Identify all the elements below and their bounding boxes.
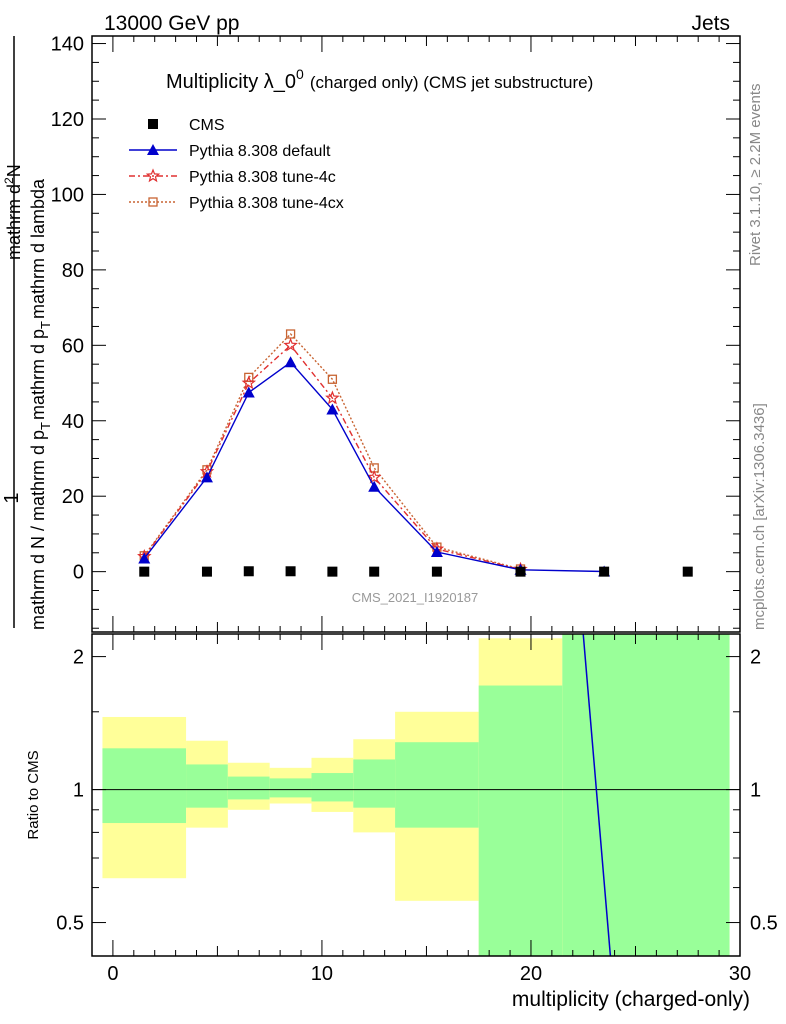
axes-layer: 0 20 40 60 80 100 120 140 0 10 20 30 0.5 0.5 1 1 2 2 bbox=[51, 34, 778, 985]
chart-title: Multiplicity λ_00 (charged only) (CMS jet… bbox=[166, 66, 593, 93]
green-band-4 bbox=[311, 773, 354, 802]
series-1-point-0 bbox=[138, 552, 151, 564]
rivet-label: Rivet 3.1.10, ≥ 2.2M events bbox=[747, 84, 764, 267]
green-band-0 bbox=[102, 748, 187, 824]
series-2-point-4 bbox=[325, 390, 340, 405]
ratio-ylabel: Ratio to CMS bbox=[25, 750, 42, 839]
xtick-label-0: 0 bbox=[107, 963, 118, 985]
ytick-label-0: 0 bbox=[73, 562, 84, 584]
green-band-6 bbox=[395, 742, 479, 828]
header-right: Jets bbox=[691, 12, 730, 35]
series-1-point-1 bbox=[200, 471, 213, 483]
ytick-label-6: 120 bbox=[51, 109, 84, 131]
ratio-panel-frame bbox=[91, 633, 741, 957]
x-axis-label: multiplicity (charged-only) bbox=[512, 988, 750, 1011]
top-panel-frame bbox=[91, 35, 741, 633]
series-3-point-2 bbox=[244, 372, 254, 383]
analysis-watermark: CMS_2021_I1920187 bbox=[352, 590, 479, 605]
series-3-point-4 bbox=[327, 374, 338, 384]
ratio-ytick-label-right-1: 1 bbox=[750, 780, 761, 802]
series-0-point-2 bbox=[243, 566, 254, 577]
series-1-point-3 bbox=[284, 356, 297, 368]
xtick-label-3: 30 bbox=[729, 963, 751, 985]
ytick-label-3: 60 bbox=[62, 335, 84, 357]
legend-label-2: Pythia 8.308 tune-4c bbox=[189, 169, 336, 186]
series-layer bbox=[137, 329, 693, 577]
series-2-point-2 bbox=[241, 375, 257, 390]
ylabel-top-part: mathrm d2N bbox=[2, 164, 24, 260]
ytick-label-5: 100 bbox=[51, 184, 84, 206]
ylabel-denominator: mathrm d N / mathrm d pTmathrm d pTmathr… bbox=[28, 178, 53, 630]
title-main: Multiplicity λ_0 bbox=[166, 71, 296, 93]
series-1-point-2 bbox=[242, 386, 255, 398]
legend-marker-1 bbox=[147, 144, 159, 155]
legend-label-1: Pythia 8.308 default bbox=[189, 143, 331, 160]
legend-label-0: CMS bbox=[189, 117, 225, 134]
header-left: 13000 GeV pp bbox=[104, 12, 239, 35]
series-0-point-3 bbox=[285, 566, 296, 577]
series-0-point-1 bbox=[201, 566, 212, 577]
green-band-1 bbox=[186, 764, 228, 808]
series-1-point-6 bbox=[430, 546, 443, 558]
series-0-point-8 bbox=[599, 566, 610, 577]
series-0-point-4 bbox=[327, 566, 338, 577]
ratio-ytick-label-right-0: 0.5 bbox=[750, 913, 778, 935]
ratio-ytick-label-left-1: 1 bbox=[73, 780, 84, 802]
green-band-2 bbox=[227, 776, 270, 800]
ylabel-numerator: 1 bbox=[1, 492, 23, 503]
series-0-point-5 bbox=[369, 566, 380, 577]
title-sup: 0 bbox=[296, 66, 304, 82]
legend-marker-2 bbox=[145, 168, 161, 183]
green-band-5 bbox=[353, 759, 396, 808]
series-2-point-5 bbox=[366, 469, 382, 484]
ratio-bands-layer bbox=[92, 633, 740, 957]
series-1-point-4 bbox=[326, 403, 339, 415]
xtick-label-1: 10 bbox=[311, 963, 333, 985]
ratio-series-line-0 bbox=[582, 633, 612, 957]
title-suffix: (charged only) (CMS jet substructure) bbox=[310, 73, 593, 92]
series-2-point-3 bbox=[283, 337, 298, 352]
ytick-label-2: 40 bbox=[62, 411, 84, 433]
series-0-point-6 bbox=[431, 566, 442, 577]
series-line-3 bbox=[143, 332, 521, 570]
ratio-ytick-label-left-2: 2 bbox=[73, 647, 84, 669]
ratio-ytick-label-right-2: 2 bbox=[750, 647, 761, 669]
mcplots-label: mcplots.cern.ch [arXiv:1306.3436] bbox=[751, 403, 768, 630]
green-band-3 bbox=[269, 778, 312, 798]
ytick-label-7: 140 bbox=[51, 34, 84, 56]
legend: CMS Pythia 8.308 default Pythia 8.308 tune… bbox=[129, 117, 344, 212]
green-band-8 bbox=[562, 634, 730, 956]
y-axis-label-top: 1 mathrm d N / mathrm d pTmathrm d pTmat… bbox=[1, 36, 53, 630]
series-line-2 bbox=[143, 344, 521, 571]
ratio-ytick-label-left-0: 0.5 bbox=[56, 913, 84, 935]
green-band-7 bbox=[478, 685, 563, 956]
xtick-label-2: 20 bbox=[520, 963, 542, 985]
ytick-label-1: 20 bbox=[62, 486, 84, 508]
ytick-label-4: 80 bbox=[62, 260, 84, 282]
series-0-point-0 bbox=[139, 566, 150, 577]
series-0-point-7 bbox=[515, 566, 526, 577]
series-0-point-9 bbox=[682, 566, 693, 577]
series-1-point-5 bbox=[368, 480, 381, 492]
legend-marker-0 bbox=[148, 119, 158, 129]
legend-marker-3 bbox=[148, 197, 158, 207]
legend-label-3: Pythia 8.308 tune-4cx bbox=[189, 195, 344, 212]
series-line-1 bbox=[143, 361, 605, 573]
